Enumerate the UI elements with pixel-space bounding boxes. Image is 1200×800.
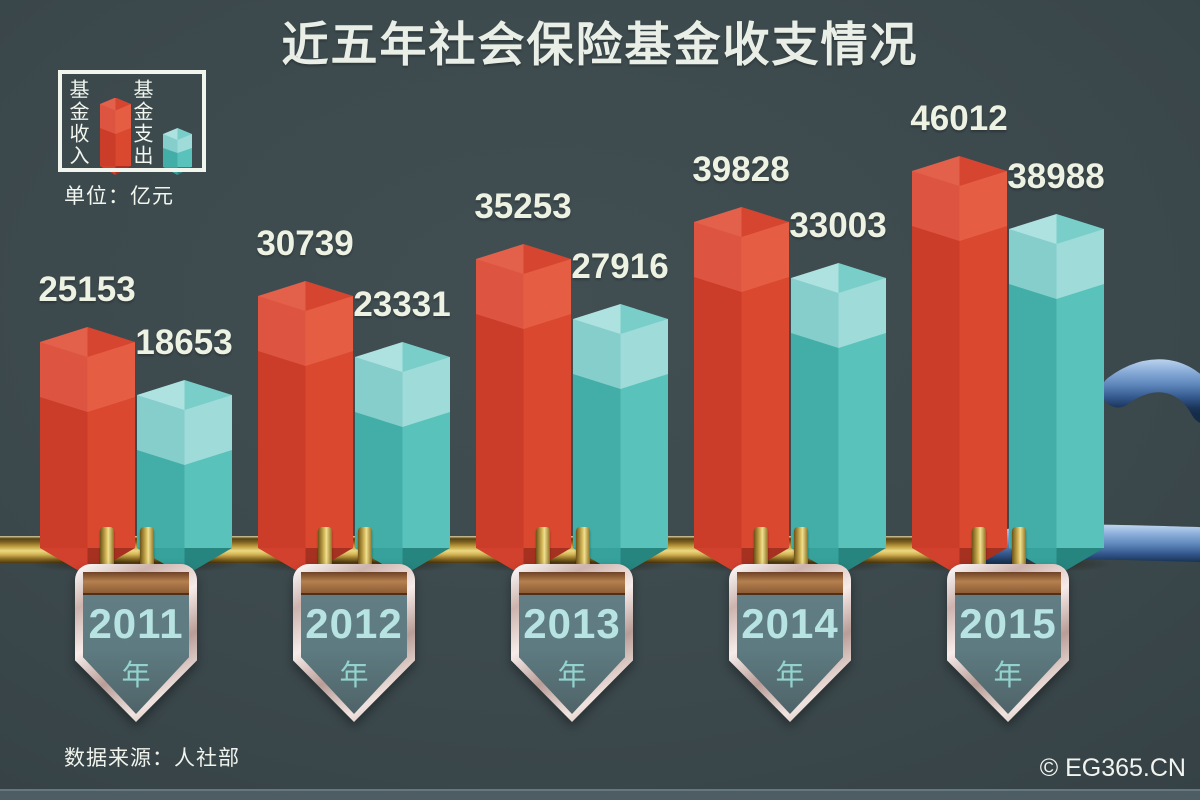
value-label-expense-2015: 38988	[1007, 157, 1105, 196]
legend-income-bar-icon	[100, 97, 131, 175]
value-label-expense-2012: 23331	[353, 285, 451, 324]
year-suffix-2012: 年	[339, 660, 369, 692]
unit-label: 单位：亿元	[64, 185, 174, 208]
bar-expense-2013	[573, 304, 668, 576]
year-shield-copper-band-2011	[83, 572, 189, 595]
bar-expense-2011	[137, 380, 232, 576]
bar-income-2014	[694, 207, 789, 576]
year-shield-2015: 2015 年	[947, 564, 1069, 722]
year-shield-copper-band-2012	[301, 572, 407, 595]
page-title: 近五年社会保险基金收支情况	[281, 18, 919, 71]
bar-income-2012	[258, 281, 353, 576]
year-shield-copper-band-2013	[519, 572, 625, 595]
cane-hook	[1101, 359, 1200, 423]
shield-strap-2011-1	[100, 527, 114, 573]
year-shield-panel-2015: 2015 年	[955, 572, 1061, 714]
year-shield-copper-band-2014	[737, 572, 843, 595]
year-label-2013: 2013	[523, 600, 621, 647]
bar-expense-2015	[1009, 214, 1104, 576]
legend-expense-bar-icon-highlight	[163, 134, 192, 153]
value-label-expense-2014: 33003	[789, 206, 887, 245]
year-label-2014: 2014	[741, 600, 839, 647]
value-label-income-2012: 30739	[256, 224, 354, 263]
shield-strap-2013-1	[536, 527, 550, 573]
value-label-income-2014: 39828	[692, 150, 790, 189]
copyright-label: © EG365.CN	[1039, 754, 1186, 782]
bottom-strip	[0, 789, 1200, 800]
legend-expense-label: 基金支出	[130, 79, 152, 167]
bar-income-2011	[40, 327, 135, 576]
bar-expense-2014	[791, 263, 886, 576]
legend-income-bar-icon-top-face	[100, 97, 131, 111]
shield-strap-2013-2	[576, 527, 590, 573]
year-suffix-2014: 年	[775, 660, 805, 692]
legend-expense-bar-icon-top-face	[163, 128, 192, 140]
value-label-income-2015: 46012	[910, 99, 1008, 138]
bar-income-2015	[912, 156, 1007, 576]
bar-income-2013	[476, 244, 571, 576]
shield-strap-2012-1	[318, 527, 332, 573]
year-shield-2014: 2014 年	[729, 564, 851, 722]
year-label-2015: 2015	[959, 600, 1057, 647]
shield-strap-2011-2	[140, 527, 154, 573]
year-suffix-2015: 年	[993, 660, 1023, 692]
year-shield-2011: 2011 年	[75, 564, 197, 722]
value-label-expense-2013: 27916	[571, 247, 669, 286]
year-shield-panel-2014: 2014 年	[737, 572, 843, 714]
shield-strap-2014-2	[794, 527, 808, 573]
year-shield-copper-band-2015	[955, 572, 1061, 595]
year-shield-2013: 2013 年	[511, 564, 633, 722]
shield-strap-2012-2	[358, 527, 372, 573]
year-suffix-2011: 年	[121, 660, 151, 692]
bar-expense-2012	[355, 342, 450, 576]
year-shield-panel-2012: 2012 年	[301, 572, 407, 714]
shield-strap-2014-1	[754, 527, 768, 573]
year-shield-panel-2011: 2011 年	[83, 572, 189, 714]
year-shield-panel-2013: 2013 年	[519, 572, 625, 714]
value-label-expense-2011: 18653	[135, 323, 233, 362]
source-label: 数据来源：人社部	[64, 747, 240, 770]
year-suffix-2013: 年	[557, 660, 587, 692]
year-label-2012: 2012	[305, 600, 403, 647]
year-shield-2012: 2012 年	[293, 564, 415, 722]
year-label-2011: 2011	[88, 600, 184, 647]
value-label-income-2011: 25153	[38, 270, 136, 309]
legend-box: 基金收入 基金支出	[58, 70, 206, 172]
legend-income-label: 基金收入	[66, 79, 88, 167]
value-label-income-2013: 35253	[474, 187, 572, 226]
